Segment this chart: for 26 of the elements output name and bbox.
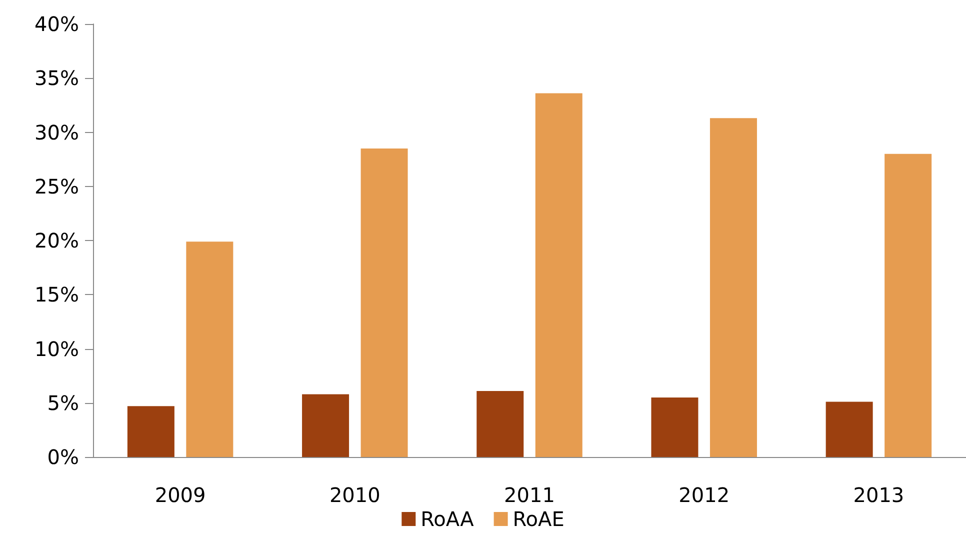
y-tick-label: 10% [34,336,79,361]
y-tick-label: 40% [34,12,79,36]
x-tick-label: 2013 [853,483,904,507]
y-tick-label: 35% [34,66,79,90]
y-tick-label: 15% [34,282,79,307]
x-tick-label: 2011 [504,483,555,507]
bar [826,402,873,457]
y-tick-label: 20% [34,228,79,252]
bar [186,242,234,457]
bar [651,397,698,457]
y-tick-label: 0% [47,445,79,469]
x-tick-label: 2010 [329,483,380,507]
bar [127,406,174,457]
y-tick-label: 25% [34,174,79,198]
bar [710,118,757,457]
legend-label: RoAA [420,507,474,531]
bar [884,154,932,457]
y-tick-label: 30% [34,120,79,144]
x-tick-label: 2012 [678,483,730,507]
y-tick-label: 5% [47,390,79,415]
bar [302,394,350,457]
x-tick-label: 2009 [154,483,206,507]
bar [535,93,582,457]
legend-label: RoAE [512,507,564,531]
bar [360,148,408,457]
bar [476,390,524,457]
